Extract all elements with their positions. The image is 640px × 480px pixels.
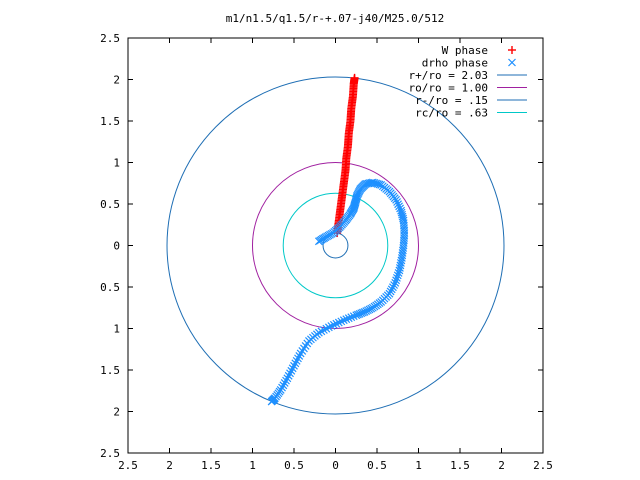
drho-phase-point <box>280 379 289 387</box>
legend-label: ro/ro = 1.00 <box>409 82 488 95</box>
drho-phase-point <box>392 273 401 282</box>
drho-phase-point <box>294 354 302 363</box>
x-tick-label: 0 <box>332 459 339 472</box>
y-tick-label: 2.5 <box>100 447 120 460</box>
legend-label: r-/ro = .15 <box>415 94 488 107</box>
x-tick-label: 1 <box>415 459 422 472</box>
drho-phase-point <box>393 198 402 206</box>
drho-phase-point <box>389 283 397 292</box>
drho-phase-point <box>392 276 401 285</box>
drho-phase-point <box>322 324 331 333</box>
drho-phase-point <box>288 364 297 373</box>
legend-label: rc/ro = .63 <box>415 107 488 120</box>
drho-phase-point <box>286 369 294 378</box>
x-tick-label: 2 <box>166 459 173 472</box>
y-tick-label: 1 <box>113 323 120 336</box>
drho-phase-point <box>267 397 276 406</box>
drho-phase-point <box>395 202 404 211</box>
y-tick-label: 2 <box>113 74 120 87</box>
x-tick-label: 2.5 <box>118 459 138 472</box>
x-tick-label: 1 <box>249 459 256 472</box>
drho-phase-point <box>396 204 404 213</box>
circle-series-3 <box>252 162 419 329</box>
drho-phase-point <box>395 263 404 272</box>
legend-label: drho phase <box>422 57 488 70</box>
drho-phase-point <box>392 195 401 204</box>
drho-phase-point <box>324 323 333 332</box>
drho-phase-point <box>284 371 293 380</box>
data-points <box>267 73 409 406</box>
x-tick-label: 0.5 <box>367 459 387 472</box>
drho-phase-point <box>279 381 288 390</box>
x-tick-label: 1.5 <box>201 459 221 472</box>
drho-phase-point <box>344 314 353 323</box>
drho-phase-point <box>295 351 304 360</box>
drho-phase-point <box>353 310 362 319</box>
x-tick-label: 2 <box>498 459 505 472</box>
drho-phase-point <box>287 366 296 375</box>
circle-series-5 <box>282 192 389 299</box>
drho-phase-point <box>395 266 404 275</box>
drho-phase-point <box>393 271 402 280</box>
axes: 2.5 2 1.5 1 0.5 0 0.5 1 1.5 2 2.52.521.510.500.511… <box>100 32 553 472</box>
y-tick-label: 0.5 <box>100 198 120 211</box>
legend-label: r+/ro = 2.03 <box>409 69 488 82</box>
drho-phase-point <box>283 374 292 383</box>
drho-phase-point <box>387 285 396 294</box>
drho-phase-point <box>391 278 400 287</box>
y-tick-label: 2.5 <box>100 32 120 45</box>
drho-phase-point <box>292 356 301 365</box>
drho-phase-point <box>339 316 348 325</box>
drho-phase-point <box>317 327 326 336</box>
w-phase-point <box>350 73 359 82</box>
drho-phase-point <box>337 317 346 326</box>
drho-phase-point <box>386 287 395 296</box>
drho-phase-point <box>319 326 328 334</box>
drho-phase-point <box>282 376 290 385</box>
drho-phase-point <box>334 318 343 327</box>
drho-phase-point <box>327 322 336 330</box>
chart-title: m1/n1.5/q1.5/r-+.07-j40/M25.0/512 <box>226 12 445 25</box>
x-tick-label: 2.5 <box>533 459 553 472</box>
drho-phase-point <box>352 311 361 320</box>
legend-label: W phase <box>442 44 488 57</box>
drho-phase-point <box>291 359 300 368</box>
y-tick-label: 1 <box>113 157 120 170</box>
y-tick-label: 1.5 <box>100 115 120 128</box>
drho-phase-point <box>332 319 341 328</box>
legend-marker-cross <box>508 58 516 67</box>
legend-marker-plus <box>508 46 516 54</box>
y-tick-label: 2 <box>113 406 120 419</box>
drho-phase-point <box>394 200 403 209</box>
y-tick-label: 0.5 <box>100 281 120 294</box>
drho-phase-point <box>352 193 361 201</box>
drho-phase-point <box>342 315 351 324</box>
drho-phase-point <box>349 312 358 321</box>
drho-phase-point <box>347 313 356 322</box>
reference-circles <box>166 76 505 415</box>
drho-phase-point <box>290 361 298 370</box>
y-tick-label: 0 <box>113 240 120 253</box>
drho-phase-point <box>296 349 305 358</box>
drho-phase-point <box>278 383 286 392</box>
drho-phase-point <box>390 281 399 289</box>
circle-series-2 <box>166 76 505 415</box>
drho-phase-point <box>394 268 403 277</box>
drho-phase-point <box>329 320 338 329</box>
x-tick-label: 0.5 <box>284 459 304 472</box>
x-tick-label: 1.5 <box>450 459 470 472</box>
y-tick-label: 1.5 <box>100 364 120 377</box>
